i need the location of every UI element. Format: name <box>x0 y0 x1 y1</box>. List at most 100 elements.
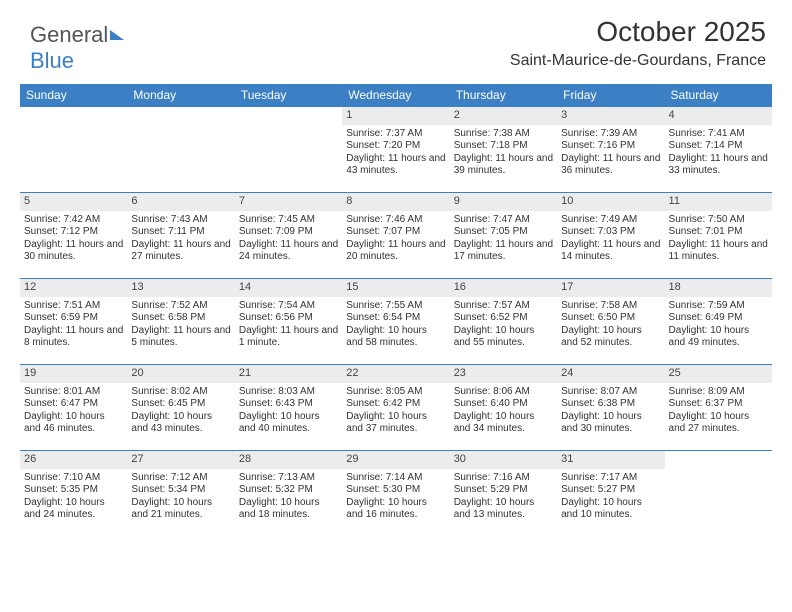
sunset-line: Sunset: 5:34 PM <box>131 484 230 497</box>
sunset-line: Sunset: 5:30 PM <box>346 484 445 497</box>
daylight-line: Daylight: 10 hours and 10 minutes. <box>561 497 660 522</box>
page-header: October 2025 Saint-Maurice-de-Gourdans, … <box>20 16 772 70</box>
day-number: 11 <box>665 193 772 211</box>
daylight-line: Daylight: 11 hours and 36 minutes. <box>561 153 660 178</box>
sunset-line: Sunset: 7:05 PM <box>454 226 553 239</box>
sunset-line: Sunset: 6:38 PM <box>561 398 660 411</box>
calendar-cell <box>20 107 127 193</box>
daylight-line: Daylight: 10 hours and 46 minutes. <box>24 411 123 436</box>
calendar-body: 1Sunrise: 7:37 AMSunset: 7:20 PMDaylight… <box>20 107 772 537</box>
calendar-cell: 3Sunrise: 7:39 AMSunset: 7:16 PMDaylight… <box>557 107 664 193</box>
sunrise-line: Sunrise: 7:51 AM <box>24 300 123 313</box>
daylight-line: Daylight: 11 hours and 1 minute. <box>239 325 338 350</box>
day-number: 19 <box>20 365 127 383</box>
day-number: 20 <box>127 365 234 383</box>
sunset-line: Sunset: 7:18 PM <box>454 140 553 153</box>
day-number: 17 <box>557 279 664 297</box>
calendar-cell: 14Sunrise: 7:54 AMSunset: 6:56 PMDayligh… <box>235 279 342 365</box>
weekday-header: Sunday <box>20 84 127 107</box>
daylight-line: Daylight: 10 hours and 55 minutes. <box>454 325 553 350</box>
month-title: October 2025 <box>20 16 766 48</box>
sunrise-line: Sunrise: 8:06 AM <box>454 386 553 399</box>
daylight-line: Daylight: 11 hours and 43 minutes. <box>346 153 445 178</box>
calendar-cell: 28Sunrise: 7:13 AMSunset: 5:32 PMDayligh… <box>235 451 342 537</box>
sunset-line: Sunset: 6:52 PM <box>454 312 553 325</box>
sunset-line: Sunset: 6:45 PM <box>131 398 230 411</box>
sunrise-line: Sunrise: 7:10 AM <box>24 472 123 485</box>
day-number: 8 <box>342 193 449 211</box>
day-number: 27 <box>127 451 234 469</box>
sunrise-line: Sunrise: 7:47 AM <box>454 214 553 227</box>
sunset-line: Sunset: 7:07 PM <box>346 226 445 239</box>
sunset-line: Sunset: 6:59 PM <box>24 312 123 325</box>
calendar-cell: 5Sunrise: 7:42 AMSunset: 7:12 PMDaylight… <box>20 193 127 279</box>
sunrise-line: Sunrise: 7:55 AM <box>346 300 445 313</box>
day-number: 22 <box>342 365 449 383</box>
day-number: 15 <box>342 279 449 297</box>
calendar-cell: 7Sunrise: 7:45 AMSunset: 7:09 PMDaylight… <box>235 193 342 279</box>
sunset-line: Sunset: 5:32 PM <box>239 484 338 497</box>
sunrise-line: Sunrise: 8:03 AM <box>239 386 338 399</box>
sunrise-line: Sunrise: 7:45 AM <box>239 214 338 227</box>
daylight-line: Daylight: 10 hours and 18 minutes. <box>239 497 338 522</box>
sunrise-line: Sunrise: 8:02 AM <box>131 386 230 399</box>
calendar-cell: 23Sunrise: 8:06 AMSunset: 6:40 PMDayligh… <box>450 365 557 451</box>
sunrise-line: Sunrise: 7:14 AM <box>346 472 445 485</box>
sunrise-line: Sunrise: 8:01 AM <box>24 386 123 399</box>
calendar-cell: 20Sunrise: 8:02 AMSunset: 6:45 PMDayligh… <box>127 365 234 451</box>
calendar-cell: 2Sunrise: 7:38 AMSunset: 7:18 PMDaylight… <box>450 107 557 193</box>
daylight-line: Daylight: 10 hours and 21 minutes. <box>131 497 230 522</box>
day-number: 9 <box>450 193 557 211</box>
sunset-line: Sunset: 6:37 PM <box>669 398 768 411</box>
sunrise-line: Sunrise: 8:05 AM <box>346 386 445 399</box>
day-number: 7 <box>235 193 342 211</box>
sunset-line: Sunset: 5:35 PM <box>24 484 123 497</box>
day-number: 1 <box>342 107 449 125</box>
daylight-line: Daylight: 11 hours and 5 minutes. <box>131 325 230 350</box>
day-number: 12 <box>20 279 127 297</box>
calendar-cell <box>665 451 772 537</box>
calendar-cell: 31Sunrise: 7:17 AMSunset: 5:27 PMDayligh… <box>557 451 664 537</box>
calendar-cell: 30Sunrise: 7:16 AMSunset: 5:29 PMDayligh… <box>450 451 557 537</box>
weekday-header: Friday <box>557 84 664 107</box>
sunrise-line: Sunrise: 7:49 AM <box>561 214 660 227</box>
daylight-line: Daylight: 11 hours and 14 minutes. <box>561 239 660 264</box>
day-number: 24 <box>557 365 664 383</box>
calendar-cell: 10Sunrise: 7:49 AMSunset: 7:03 PMDayligh… <box>557 193 664 279</box>
day-number: 21 <box>235 365 342 383</box>
daylight-line: Daylight: 10 hours and 49 minutes. <box>669 325 768 350</box>
sunrise-line: Sunrise: 7:43 AM <box>131 214 230 227</box>
daylight-line: Daylight: 10 hours and 16 minutes. <box>346 497 445 522</box>
daylight-line: Daylight: 10 hours and 52 minutes. <box>561 325 660 350</box>
calendar-cell: 26Sunrise: 7:10 AMSunset: 5:35 PMDayligh… <box>20 451 127 537</box>
day-number: 13 <box>127 279 234 297</box>
daylight-line: Daylight: 11 hours and 39 minutes. <box>454 153 553 178</box>
sunset-line: Sunset: 6:56 PM <box>239 312 338 325</box>
day-number: 31 <box>557 451 664 469</box>
day-number: 28 <box>235 451 342 469</box>
sunrise-line: Sunrise: 7:52 AM <box>131 300 230 313</box>
sunrise-line: Sunrise: 7:37 AM <box>346 128 445 141</box>
calendar-cell: 8Sunrise: 7:46 AMSunset: 7:07 PMDaylight… <box>342 193 449 279</box>
calendar-cell: 9Sunrise: 7:47 AMSunset: 7:05 PMDaylight… <box>450 193 557 279</box>
day-number: 2 <box>450 107 557 125</box>
daylight-line: Daylight: 10 hours and 34 minutes. <box>454 411 553 436</box>
weekday-header: Wednesday <box>342 84 449 107</box>
brand-part2: Blue <box>30 48 74 73</box>
daylight-line: Daylight: 11 hours and 11 minutes. <box>669 239 768 264</box>
day-number: 3 <box>557 107 664 125</box>
daylight-line: Daylight: 10 hours and 24 minutes. <box>24 497 123 522</box>
sunrise-line: Sunrise: 7:39 AM <box>561 128 660 141</box>
daylight-line: Daylight: 10 hours and 58 minutes. <box>346 325 445 350</box>
sunset-line: Sunset: 7:09 PM <box>239 226 338 239</box>
weekday-header: Tuesday <box>235 84 342 107</box>
calendar-cell: 21Sunrise: 8:03 AMSunset: 6:43 PMDayligh… <box>235 365 342 451</box>
location-subtitle: Saint-Maurice-de-Gourdans, France <box>20 52 766 70</box>
calendar-cell: 17Sunrise: 7:58 AMSunset: 6:50 PMDayligh… <box>557 279 664 365</box>
sunset-line: Sunset: 6:42 PM <box>346 398 445 411</box>
day-number: 6 <box>127 193 234 211</box>
calendar-cell: 29Sunrise: 7:14 AMSunset: 5:30 PMDayligh… <box>342 451 449 537</box>
weekday-header: Saturday <box>665 84 772 107</box>
calendar-cell: 18Sunrise: 7:59 AMSunset: 6:49 PMDayligh… <box>665 279 772 365</box>
calendar-cell: 15Sunrise: 7:55 AMSunset: 6:54 PMDayligh… <box>342 279 449 365</box>
